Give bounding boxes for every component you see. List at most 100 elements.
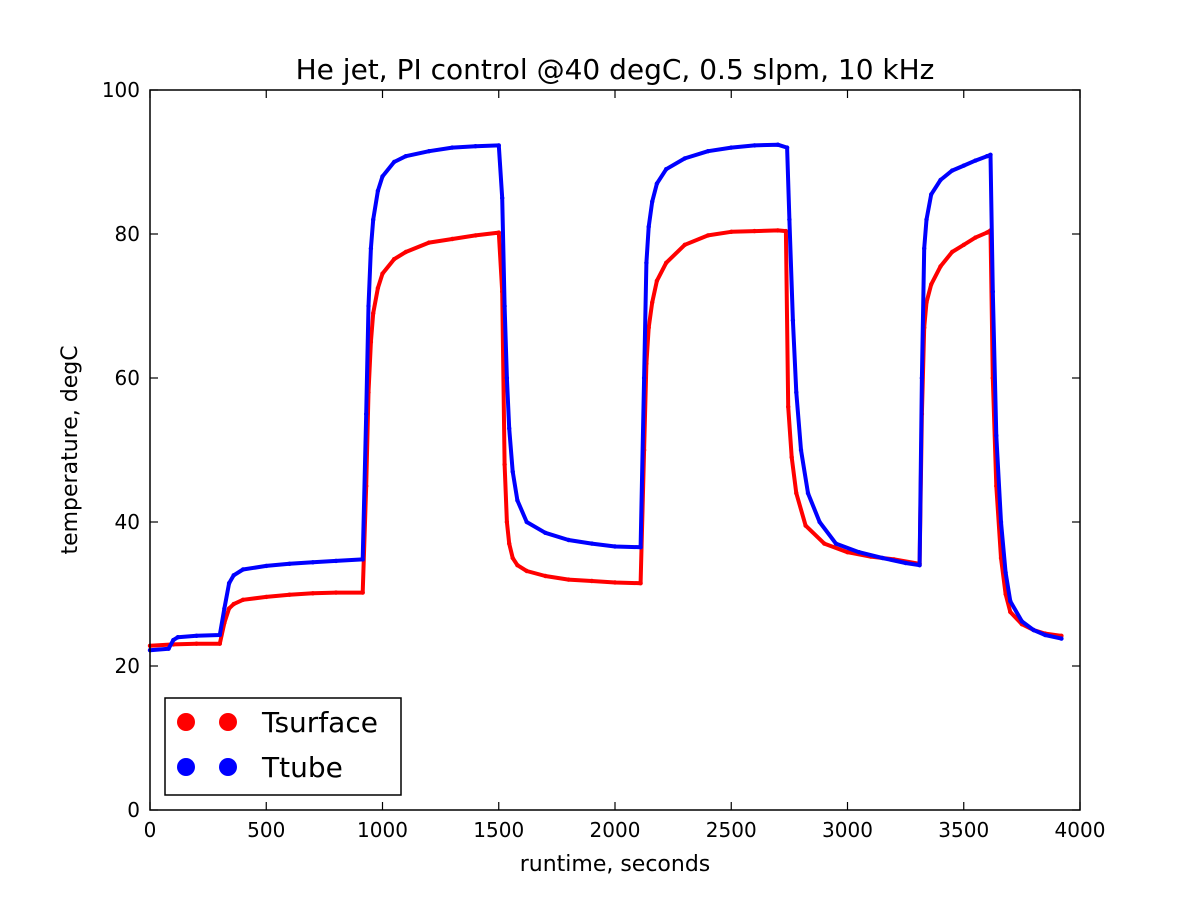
data-point-ttube [682, 156, 687, 161]
data-point-ttube [644, 260, 649, 265]
data-point-tsurface [566, 577, 571, 582]
data-point-tsurface [612, 580, 618, 585]
data-point-tsurface [524, 568, 529, 574]
data-point-ttube [654, 181, 660, 186]
data-point-tsurface [368, 339, 374, 345]
data-point-ttube [364, 411, 369, 417]
legend-marker-ttube [219, 758, 237, 776]
data-point-tsurface [998, 555, 1004, 561]
data-point-ttube [375, 188, 381, 193]
data-point-ttube [794, 390, 799, 395]
y-tick-label: 0 [127, 798, 140, 822]
data-point-ttube [589, 541, 594, 546]
data-point-ttube [426, 149, 432, 154]
data-point-tsurface [515, 563, 520, 568]
x-tick-label: 0 [144, 818, 157, 842]
data-point-tsurface [391, 257, 397, 262]
data-point-tsurface [371, 311, 376, 316]
data-point-ttube [729, 145, 734, 150]
x-tick-label: 3000 [822, 818, 873, 842]
data-point-ttube [917, 563, 922, 568]
data-point-ttube [705, 149, 711, 154]
data-point-ttube [240, 567, 246, 572]
data-point-ttube [515, 498, 520, 503]
data-point-ttube [566, 537, 571, 543]
data-point-ttube [650, 199, 655, 204]
x-tick-label: 3500 [938, 818, 989, 842]
data-point-ttube [961, 163, 966, 168]
data-point-ttube [787, 217, 792, 222]
data-point-tsurface [822, 541, 827, 546]
data-point-ttube [500, 195, 505, 201]
data-point-tsurface [638, 581, 643, 586]
data-point-tsurface [403, 249, 408, 255]
data-point-tsurface [287, 592, 292, 597]
x-tick-label: 4000 [1055, 818, 1106, 842]
data-point-tsurface [803, 523, 808, 528]
legend-marker-tsurface [177, 713, 195, 731]
data-point-tsurface [264, 594, 269, 600]
data-point-tsurface [380, 271, 385, 276]
data-point-tsurface [705, 233, 711, 238]
data-point-tsurface [510, 555, 515, 561]
x-tick-label: 1000 [357, 818, 408, 842]
data-point-tsurface [775, 228, 780, 233]
data-point-ttube [510, 469, 515, 474]
y-tick-label: 20 [115, 654, 140, 678]
legend-marker-tsurface [219, 713, 237, 731]
data-point-ttube [287, 561, 292, 566]
data-point-tsurface [783, 228, 789, 234]
data-point-ttube [217, 632, 222, 638]
data-point-tsurface [450, 236, 455, 242]
data-point-tsurface [589, 578, 594, 584]
data-point-tsurface [194, 641, 199, 646]
data-point-ttube [994, 433, 999, 438]
data-point-ttube [1019, 619, 1025, 624]
data-point-tsurface [961, 242, 966, 247]
data-point-ttube [496, 143, 501, 148]
data-point-tsurface [752, 228, 757, 234]
data-point-tsurface [543, 573, 548, 579]
data-point-ttube [752, 143, 757, 148]
data-point-ttube [1059, 636, 1064, 641]
x-tick-label: 1500 [473, 818, 524, 842]
data-point-ttube [194, 633, 199, 638]
data-point-tsurface [507, 541, 512, 546]
data-point-ttube [264, 563, 269, 569]
data-point-ttube [784, 145, 790, 150]
data-point-ttube [231, 573, 236, 578]
data-point-tsurface [729, 229, 734, 234]
data-point-tsurface [310, 591, 315, 596]
data-point-ttube [798, 447, 804, 453]
data-point-ttube [805, 491, 811, 496]
data-point-ttube [502, 303, 507, 309]
data-point-tsurface [1003, 591, 1008, 597]
y-tick-label: 40 [115, 510, 140, 534]
data-point-ttube [403, 154, 408, 159]
data-point-ttube [507, 426, 512, 431]
data-point-tsurface [333, 590, 339, 595]
data-point-ttube [919, 375, 925, 381]
data-point-ttube [222, 606, 227, 611]
data-point-ttube [504, 375, 510, 381]
data-point-tsurface [226, 606, 232, 611]
y-axis-label: temperature, degC [58, 345, 83, 554]
y-tick-label: 80 [115, 222, 140, 246]
data-point-tsurface [786, 404, 791, 409]
data-point-ttube [166, 646, 171, 651]
data-point-ttube [949, 168, 955, 173]
data-point-tsurface [504, 519, 510, 525]
data-point-ttube [817, 519, 822, 525]
data-point-ttube [380, 174, 385, 179]
data-point-ttube [366, 303, 371, 309]
data-point-tsurface [654, 278, 660, 283]
data-point-tsurface [650, 300, 655, 305]
data-point-ttube [880, 555, 885, 561]
series-layer [147, 142, 1064, 653]
legend-box [164, 697, 402, 796]
data-point-ttube [543, 530, 548, 535]
series-tsurface [147, 228, 1064, 648]
data-point-ttube [368, 246, 374, 251]
data-point-tsurface [794, 491, 799, 496]
x-axis: 0 500 1000 1500 2000 2500 3000 3500 4000 [144, 90, 1106, 842]
